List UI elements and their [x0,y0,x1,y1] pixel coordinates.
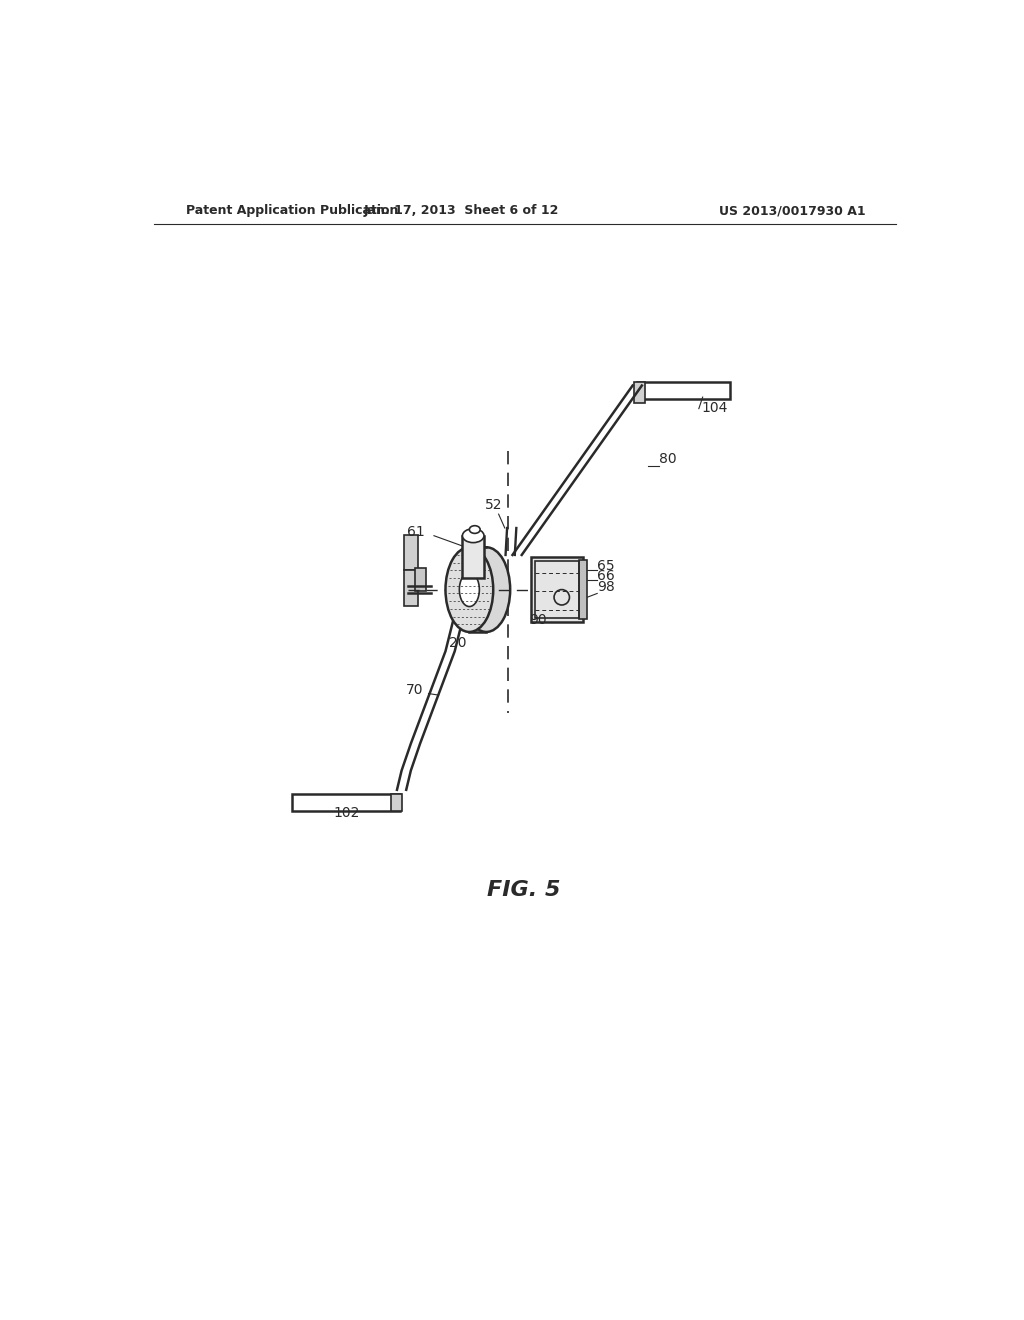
Text: 98: 98 [597,581,615,594]
Text: 80: 80 [658,451,677,466]
Text: 102: 102 [333,805,359,820]
Text: 52: 52 [485,498,503,512]
Bar [531,557,584,622]
Ellipse shape [469,525,480,533]
Text: 104: 104 [701,401,727,416]
Text: 20: 20 [450,636,467,651]
Bar [391,793,401,810]
Ellipse shape [460,573,479,607]
Text: US 2013/0017930 A1: US 2013/0017930 A1 [719,205,866,218]
Text: 61: 61 [407,525,425,539]
Bar [535,561,580,618]
Text: 90: 90 [529,614,547,627]
Bar [292,793,400,810]
Bar [403,535,418,570]
Text: Jan. 17, 2013  Sheet 6 of 12: Jan. 17, 2013 Sheet 6 of 12 [364,205,559,218]
Bar [634,381,645,404]
Bar [463,536,484,578]
Text: Patent Application Publication: Patent Application Publication [186,205,398,218]
Ellipse shape [463,529,484,543]
Bar [403,570,418,606]
Text: 70: 70 [406,682,423,697]
Bar [580,561,587,619]
Ellipse shape [445,548,494,632]
Ellipse shape [463,548,510,632]
Text: 65: 65 [597,560,614,573]
Bar [416,568,426,591]
Text: 66: 66 [597,569,615,583]
Bar [637,381,730,399]
Text: FIG. 5: FIG. 5 [486,880,560,900]
